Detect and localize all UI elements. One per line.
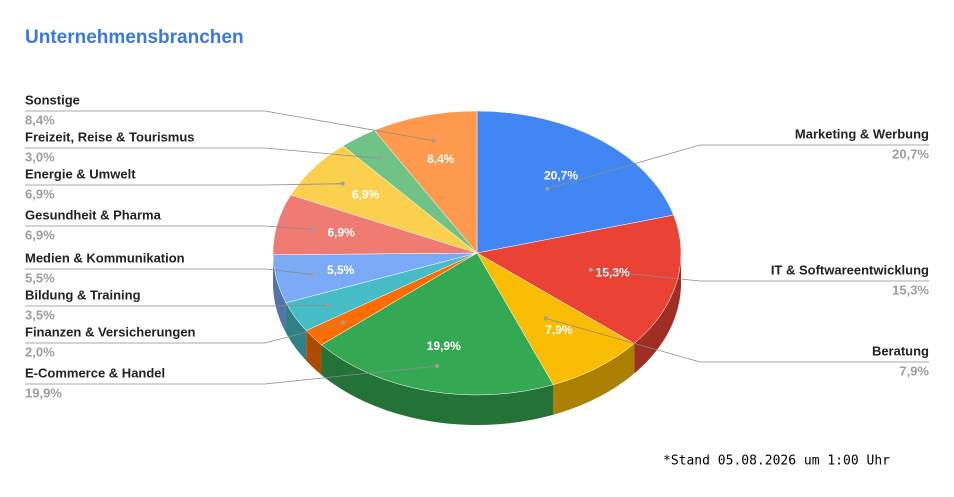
legend-name: Beratung	[872, 343, 929, 358]
legend-value: 6,9%	[25, 186, 55, 201]
legend-name: Marketing & Werbung	[795, 126, 929, 141]
legend-name: Medien & Kommunikation	[25, 250, 185, 265]
leader-line	[545, 317, 929, 363]
slice-side	[273, 254, 286, 333]
leader-line	[25, 322, 344, 344]
leader-dot	[588, 267, 593, 272]
legend-value: 2,0%	[25, 344, 55, 359]
footnote: *Stand 05.08.2026 um 1:00 Uhr	[663, 454, 890, 469]
leader-dot	[340, 181, 345, 186]
legend-name: Energie & Umwelt	[25, 166, 136, 181]
leader-dot	[431, 138, 436, 143]
leader-dot	[311, 227, 316, 232]
leader-dot	[340, 320, 345, 325]
slice-label: 20,7%	[544, 168, 578, 182]
legend-name: E-Commerce & Handel	[25, 365, 165, 380]
leader-dot	[325, 303, 330, 308]
pie-slice	[476, 110, 674, 254]
slice-side	[285, 302, 307, 361]
slice-label: 5,5%	[327, 263, 355, 277]
legend-value: 8,4%	[25, 112, 55, 127]
leader-line	[25, 183, 343, 186]
pie-slice	[476, 214, 682, 344]
slice-label: 6,9%	[352, 188, 380, 202]
leader-line	[590, 269, 929, 282]
legend-value: 3,0%	[25, 149, 55, 164]
legend-value: 6,9%	[25, 227, 55, 242]
slice-side	[634, 253, 681, 374]
legend-value: 5,5%	[25, 270, 55, 285]
leader-line	[25, 225, 314, 230]
slice-label: 6,9%	[327, 226, 355, 240]
legend-name: Finanzen & Versicherungen	[25, 324, 196, 339]
legend-value: 15,3%	[892, 282, 929, 297]
legend-name: IT & Softwareentwicklung	[771, 262, 929, 277]
slice-label: 8,4%	[427, 152, 455, 166]
legend-value: 19,9%	[25, 385, 62, 400]
leader-line	[25, 268, 313, 275]
legend-name: Sonstige	[25, 92, 80, 107]
slice-side	[321, 344, 554, 425]
slice-label: 19,9%	[427, 339, 461, 353]
legend-value: 20,7%	[892, 146, 929, 161]
leader-dot	[434, 364, 439, 369]
leader-dot	[310, 272, 315, 277]
leader-line	[25, 365, 437, 385]
leader-dot	[377, 156, 382, 161]
legend-name: Freizeit, Reise & Tourismus	[25, 129, 195, 144]
leader-line	[547, 144, 929, 189]
legend-name: Bildung & Training	[25, 287, 141, 302]
leader-dot	[543, 316, 548, 321]
pie-slice	[373, 110, 478, 254]
pie-slice	[321, 252, 554, 396]
pie-slice	[476, 252, 635, 385]
legend-value: 7,9%	[899, 363, 929, 378]
legend-name: Gesundheit & Pharma	[25, 207, 162, 222]
chart-title: Unternehmensbranchen	[25, 27, 244, 48]
leader-dot	[545, 186, 550, 191]
leader-line	[25, 147, 380, 159]
slice-side	[553, 343, 635, 415]
leader-line	[25, 110, 434, 141]
legend-value: 3,5%	[25, 307, 55, 322]
slice-label: 7,9%	[545, 323, 573, 337]
